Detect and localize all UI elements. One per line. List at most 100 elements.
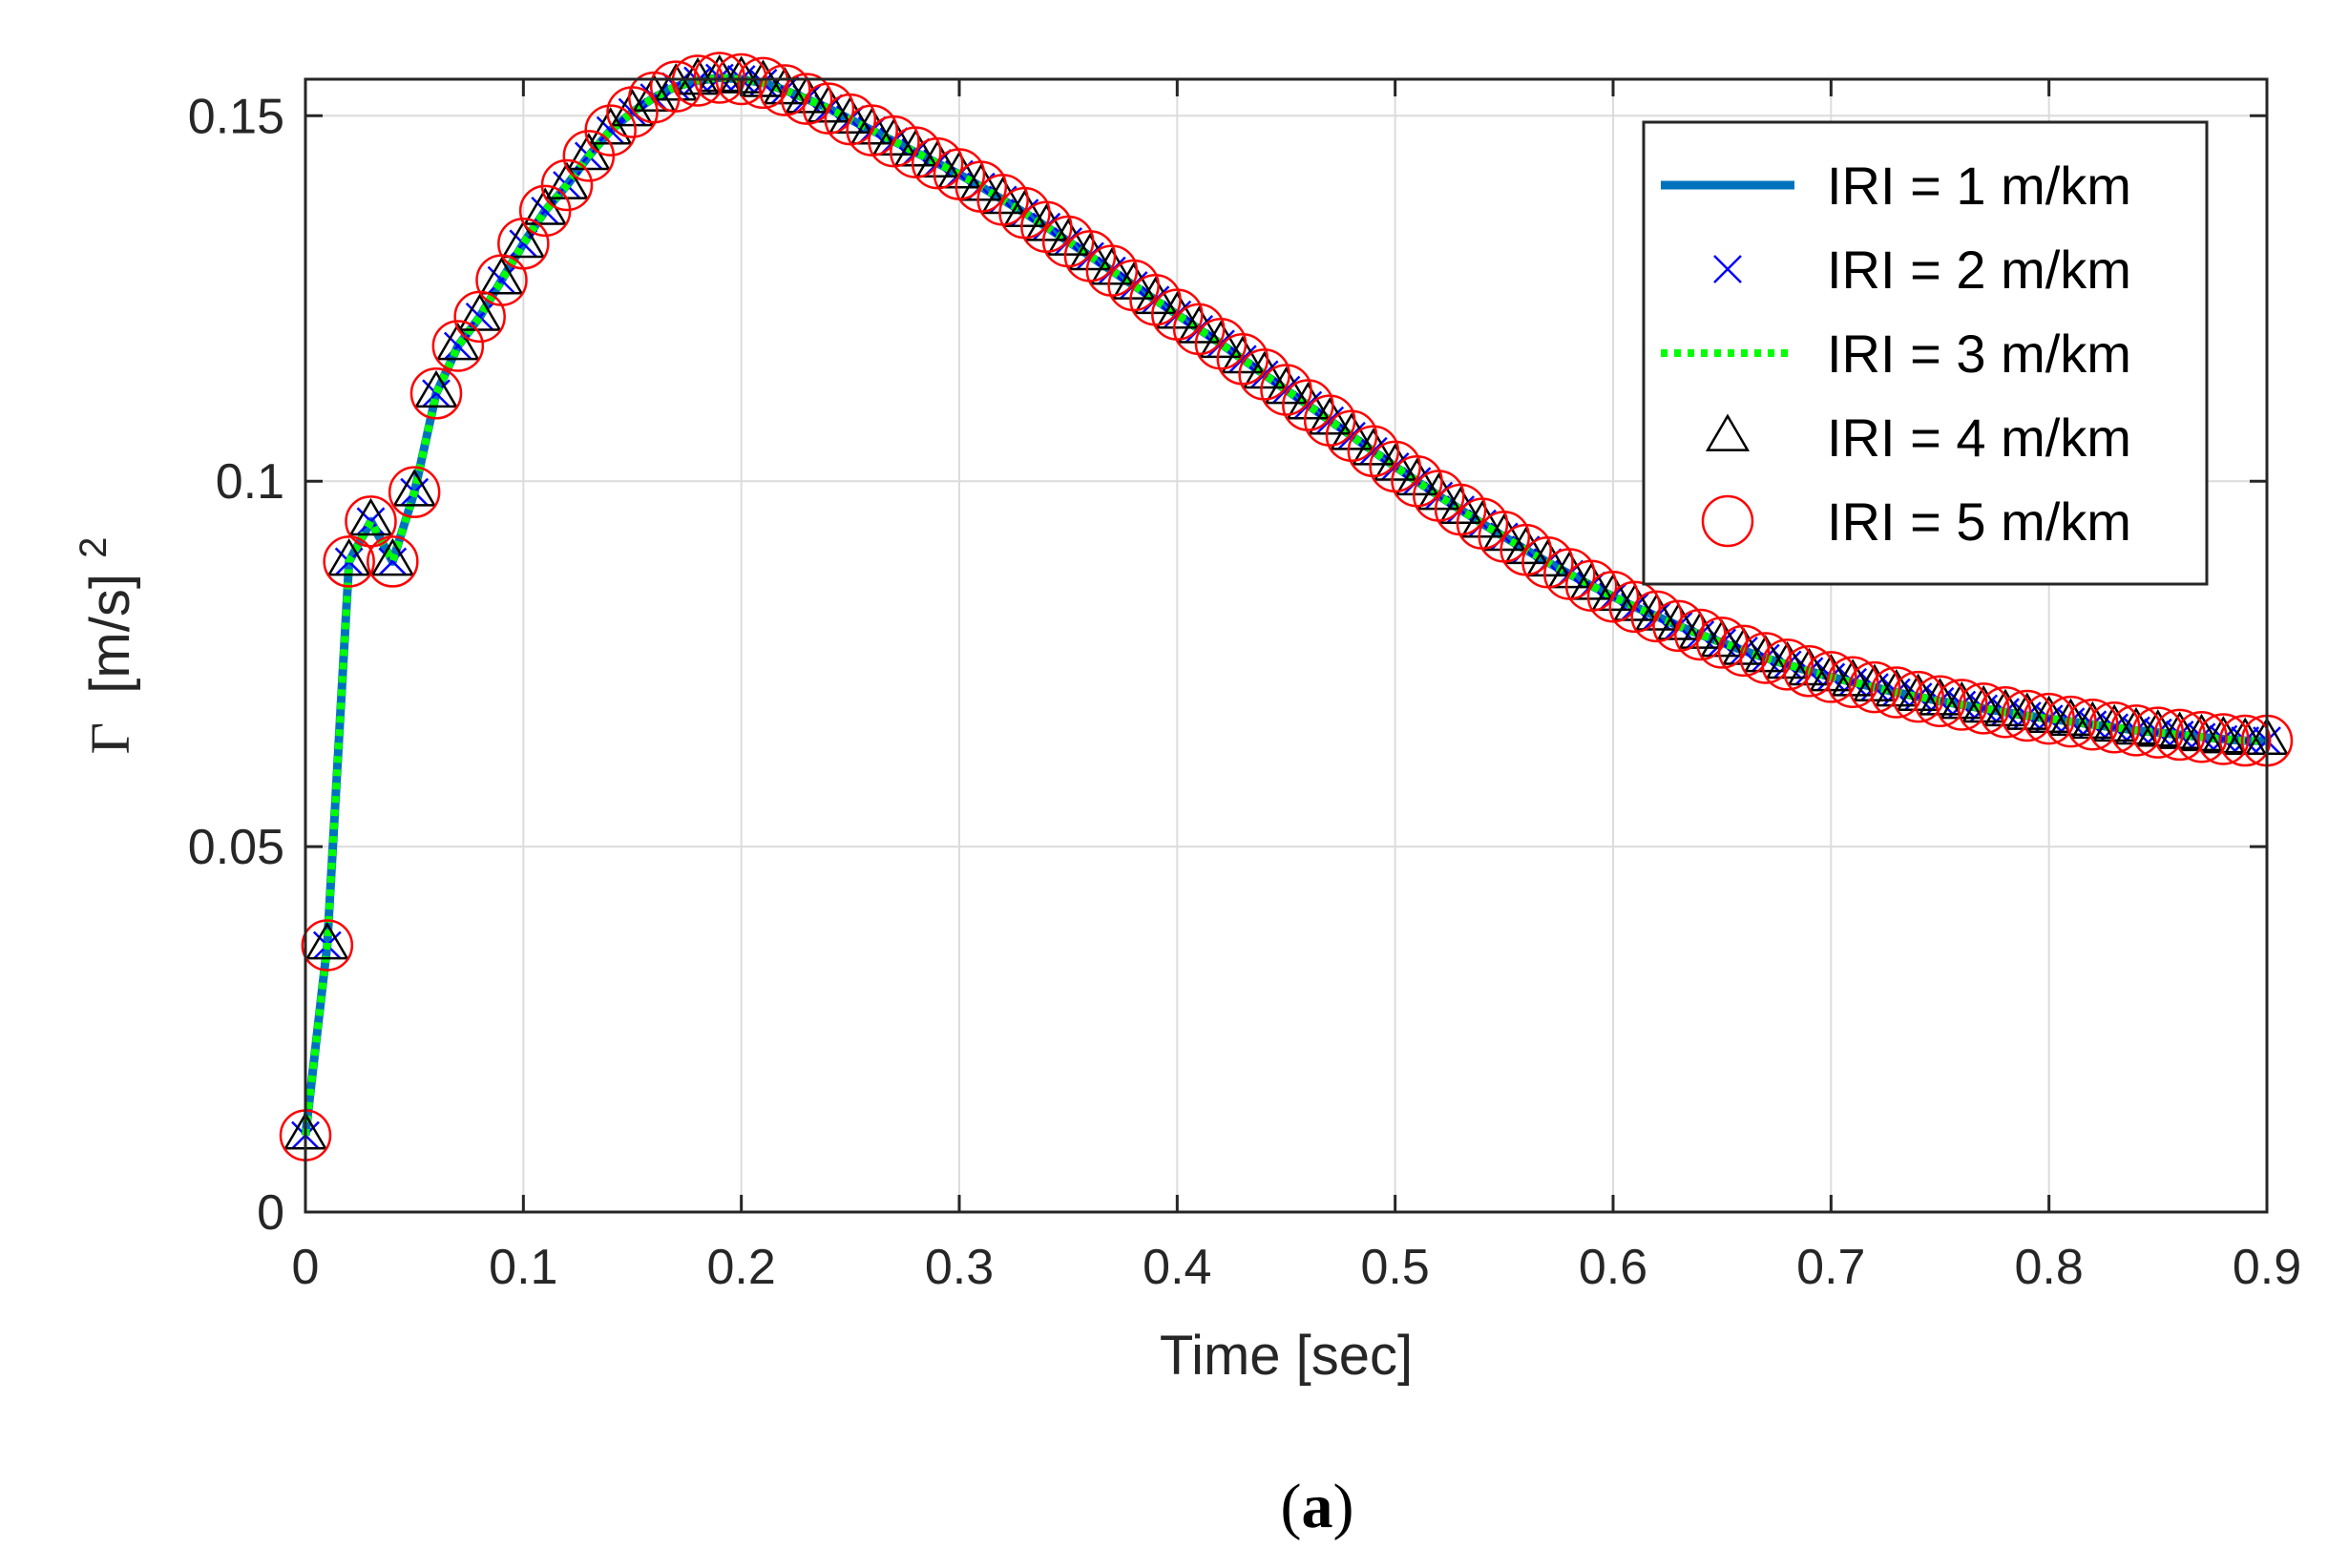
- data-point-iri-4: [915, 139, 960, 178]
- data-point-iri-2: [1249, 360, 1279, 389]
- data-point-iri-4: [871, 117, 916, 156]
- data-point-iri-4: [1264, 366, 1309, 405]
- data-point-iri-4: [326, 537, 371, 576]
- data-point-iri-5: [388, 466, 441, 518]
- data-point-iri-5: [1739, 632, 1793, 684]
- data-point-iri-5: [1783, 645, 1835, 698]
- data-point-iri-5: [497, 218, 550, 270]
- legend-entry-5: IRI = 5 m/km: [1701, 491, 2131, 552]
- x-tick-label: 0.6: [1579, 1240, 1647, 1295]
- data-point-iri-4: [1024, 203, 1069, 241]
- data-point-iri-2: [422, 379, 451, 408]
- data-point-iri-4: [806, 85, 851, 123]
- data-point-iri-5: [2153, 708, 2206, 762]
- y-tick-label: 0.1: [216, 454, 284, 510]
- x-tick-label: 0.2: [707, 1240, 776, 1295]
- legend-swatch-marker: [1701, 494, 1754, 548]
- y-axis-exponent: 2: [73, 537, 115, 558]
- data-point-iri-5: [1870, 666, 1923, 719]
- data-point-iri-5: [323, 535, 375, 588]
- legend-label: IRI = 1 m/km: [1827, 156, 2131, 216]
- legend-swatch-marker: [1713, 255, 1742, 283]
- data-point-iri-4: [1220, 335, 1265, 374]
- data-point-iri-2: [1402, 467, 1432, 496]
- data-point-iri-4: [1395, 457, 1439, 496]
- data-point-iri-4: [1743, 635, 1788, 673]
- data-point-iri-5: [780, 73, 833, 125]
- data-point-iri-4: [1700, 618, 1745, 658]
- data-point-iri-4: [828, 95, 872, 135]
- data-point-iri-5: [1826, 656, 1879, 709]
- data-point-iri-5: [2087, 701, 2141, 754]
- data-point-iri-4: [1787, 647, 1832, 686]
- y-tick-label: 0: [257, 1185, 284, 1241]
- data-point-iri-4: [1351, 428, 1395, 466]
- legend-entry-3: IRI = 3 m/km: [1661, 324, 2131, 384]
- data-point-iri-2: [1227, 345, 1257, 374]
- data-point-iri-4: [501, 220, 546, 259]
- series-line-iri-3: [302, 73, 2267, 1137]
- legend-entry-2: IRI = 2 m/km: [1713, 240, 2131, 300]
- data-point-iri-2: [2143, 718, 2172, 747]
- y-axis-symbol: Γ: [79, 722, 141, 755]
- data-point-iri-4: [1198, 320, 1244, 359]
- x-tick-label: 0.4: [1143, 1240, 1211, 1295]
- data-point-iri-5: [693, 52, 746, 104]
- x-tick-label: 0.7: [1796, 1240, 1865, 1295]
- data-point-iri-4: [1831, 659, 1876, 697]
- data-point-iri-4: [1656, 602, 1701, 640]
- data-point-iri-2: [2209, 724, 2238, 754]
- data-point-iri-4: [1002, 189, 1047, 228]
- y-tick-label: 0.05: [188, 820, 284, 875]
- x-tick-label: 0.9: [2233, 1240, 2301, 1295]
- data-point-iri-4: [1721, 627, 1767, 665]
- data-point-iri-5: [2001, 689, 2054, 742]
- data-point-iri-5: [367, 535, 419, 588]
- data-point-iri-4: [1590, 573, 1636, 612]
- x-tick-label: 0: [292, 1240, 320, 1295]
- x-tick-label: 0.8: [2015, 1240, 2084, 1295]
- legend-label: IRI = 3 m/km: [1827, 324, 2131, 384]
- data-point-iri-5: [2131, 706, 2185, 759]
- data-point-iri-4: [479, 257, 524, 295]
- data-point-iri-4: [1177, 305, 1222, 344]
- data-point-iri-4: [1481, 512, 1526, 552]
- data-point-iri-4: [958, 163, 1003, 201]
- panel-label-letter: a: [1302, 1472, 1333, 1541]
- data-point-iri-4: [1852, 663, 1898, 702]
- panel-label-close: ): [1333, 1472, 1354, 1541]
- data-point-iri-5: [2109, 704, 2163, 757]
- data-point-iri-5: [431, 320, 485, 372]
- data-point-iri-4: [1547, 550, 1592, 589]
- data-point-iri-5: [1761, 638, 1814, 691]
- data-point-iri-2: [1119, 271, 1148, 300]
- axes-box: [304, 77, 2269, 1214]
- data-point-iri-2: [1097, 256, 1126, 285]
- data-point-iri-5: [2218, 714, 2272, 767]
- data-point-iri-2: [2231, 726, 2260, 755]
- panel-label: (a): [1281, 1472, 1354, 1541]
- y-tick-label: 0.15: [188, 89, 284, 144]
- data-point-iri-5: [2045, 695, 2097, 748]
- data-point-iri-4: [1416, 472, 1461, 511]
- data-point-iri-2: [1358, 436, 1388, 466]
- data-point-iri-2: [1293, 390, 1323, 420]
- data-point-iri-5: [1717, 624, 1771, 678]
- data-point-iri-5: [759, 64, 811, 116]
- data-point-iri-2: [596, 115, 625, 145]
- data-point-iri-4: [936, 151, 982, 189]
- data-point-iri-2: [1141, 285, 1170, 315]
- legend-box: [1642, 120, 2209, 586]
- data-point-iri-4: [435, 323, 480, 361]
- y-axis-unit: [m/s]: [79, 574, 141, 694]
- data-point-iri-4: [457, 293, 502, 331]
- data-point-iri-5: [1586, 570, 1640, 623]
- data-point-iri-4: [980, 176, 1025, 215]
- data-point-iri-2: [1315, 406, 1345, 435]
- x-tick-label: 0.3: [925, 1240, 994, 1295]
- data-point-iri-4: [1046, 218, 1091, 256]
- data-point-iri-4: [1569, 562, 1614, 600]
- data-point-iri-5: [301, 919, 354, 972]
